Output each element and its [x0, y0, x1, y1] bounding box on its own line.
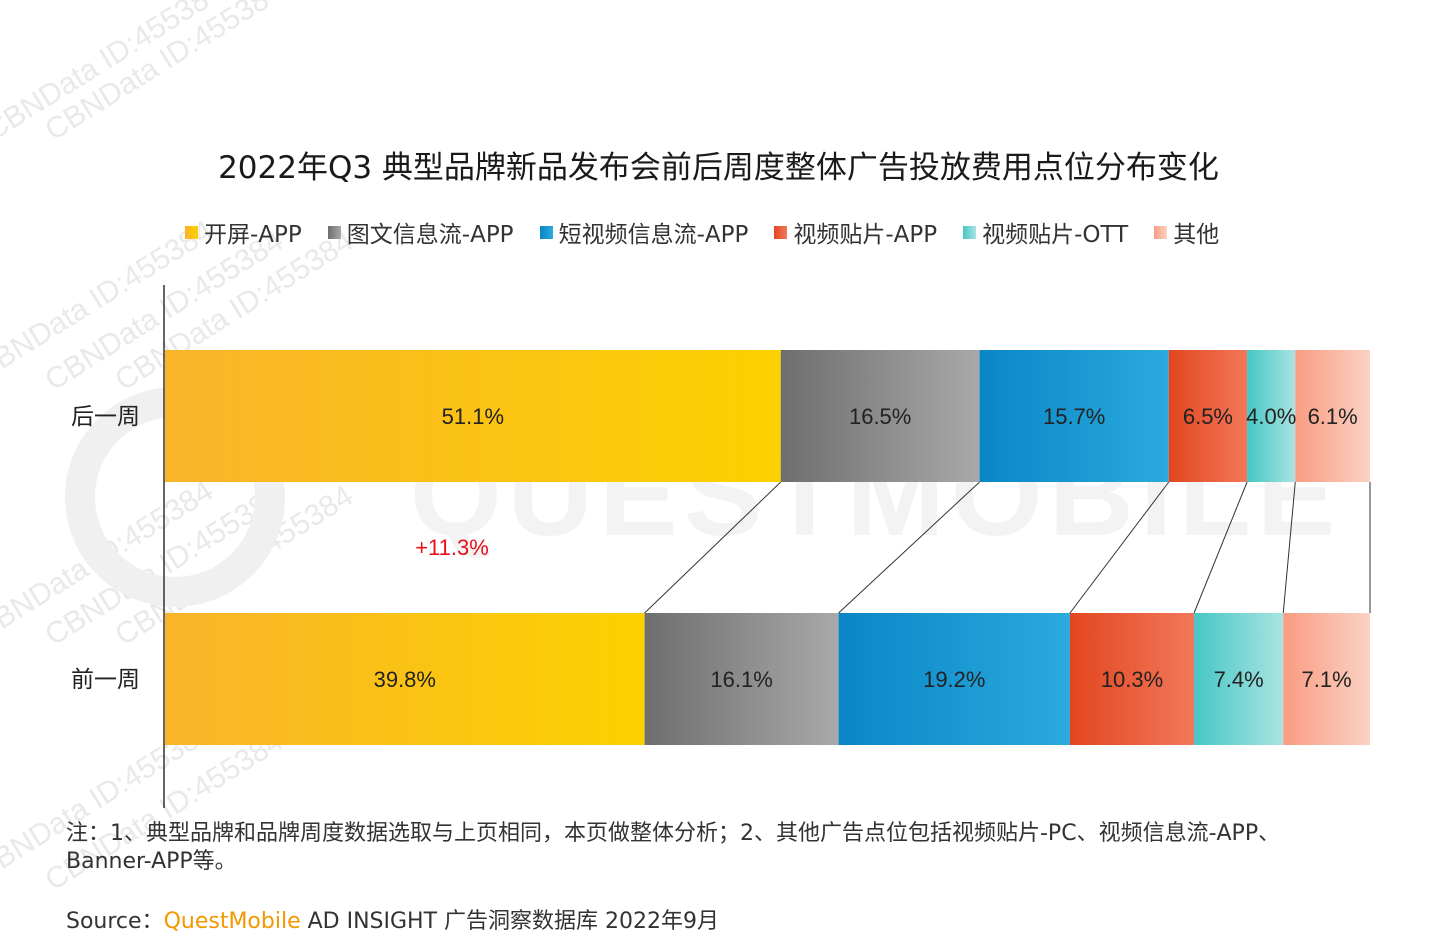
legend-label: 开屏-APP: [204, 222, 302, 248]
source-line: Source：QuestMobile AD INSIGHT 广告洞察数据库 20…: [66, 903, 719, 935]
legend-swatch: [1154, 225, 1168, 239]
category-label: 后一周: [71, 403, 140, 429]
data-label: 16.5%: [849, 404, 911, 429]
data-label: 6.1%: [1308, 404, 1358, 429]
legend-label: 短视频信息流-APP: [558, 222, 749, 248]
bar-segment: [1168, 350, 1248, 482]
source-rest: AD INSIGHT 广告洞察数据库 2022年9月: [300, 909, 720, 934]
bar-segment: [838, 613, 1070, 745]
data-label: 4.0%: [1246, 404, 1296, 429]
footnote: 注：1、典型品牌和品牌周度数据选取与上页相同，本页做整体分析；2、其他广告点位包…: [66, 821, 1281, 874]
bar-segment: [1069, 613, 1195, 745]
legend-label: 视频贴片-APP: [793, 222, 938, 248]
legend-item: 开屏-APP: [185, 215, 302, 249]
bar-segment: [979, 350, 1169, 482]
data-label: 15.7%: [1043, 404, 1105, 429]
data-label: 19.2%: [923, 667, 985, 692]
bar-segment: [1295, 350, 1370, 482]
connector-lines: [644, 481, 1371, 614]
connector-line: [1282, 481, 1296, 614]
bars-layer: [163, 285, 1370, 808]
data-label: 7.4%: [1214, 667, 1264, 692]
bar-segment: [644, 613, 839, 745]
legend-item: 图文信息流-APP: [327, 215, 514, 249]
legend-swatch: [327, 225, 341, 239]
data-label: 7.1%: [1302, 667, 1352, 692]
connector-line: [838, 481, 980, 614]
connector-line: [644, 481, 782, 614]
data-label: 39.8%: [374, 667, 436, 692]
bar-segment: [1283, 613, 1370, 745]
legend-label: 其他: [1173, 222, 1220, 248]
legend-swatch: [774, 225, 788, 239]
data-label: 51.1%: [442, 404, 504, 429]
legend-swatch: [185, 225, 198, 239]
legend-item: 其他: [1154, 215, 1219, 249]
chart-title: 2022年Q3 典型品牌新品发布会前后周度整体广告投放费用点位分布变化: [218, 150, 1219, 186]
bar-segment: [780, 350, 980, 482]
bar-segment: [165, 350, 781, 482]
legend-item: 视频贴片-OTT: [963, 215, 1128, 249]
legend-label: 视频贴片-OTT: [982, 222, 1129, 248]
source-brand: QuestMobile: [163, 909, 301, 934]
legend-swatch: [963, 225, 977, 239]
data-label: 16.1%: [710, 667, 772, 692]
bar-segment: [1194, 613, 1284, 745]
chart-legend: 开屏-APP 图文信息流-APP 短视频信息流-APP 视频贴片-APP 视频贴片-OT…: [185, 216, 1219, 248]
connector-line: [1069, 481, 1170, 614]
data-label: 6.5%: [1183, 404, 1233, 429]
category-label: 前一周: [71, 666, 140, 692]
source-label: Source：: [66, 909, 164, 934]
data-label: 10.3%: [1101, 667, 1163, 692]
legend-item: 短视频信息流-APP: [539, 215, 749, 249]
legend-label: 图文信息流-APP: [346, 222, 514, 248]
bar-segment: [1247, 350, 1296, 482]
bar-segment: [165, 613, 645, 745]
legend-swatch: [539, 225, 553, 239]
connector-line: [1193, 481, 1248, 614]
change-annotation: +11.3%: [415, 535, 489, 560]
legend-item: 视频贴片-APP: [774, 215, 937, 249]
